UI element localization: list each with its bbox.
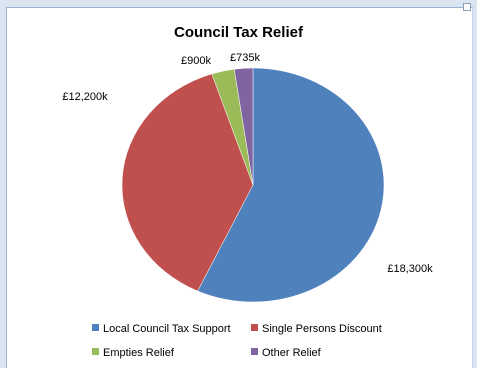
legend-swatch-icon xyxy=(92,324,99,331)
legend-item-empties-relief: Empties Relief xyxy=(92,347,174,359)
data-label-empties-relief: £900k xyxy=(181,55,211,67)
data-label-single-persons-discount: £12,200k xyxy=(62,91,108,103)
legend-item-local-council-tax-support: Local Council Tax Support xyxy=(92,323,231,335)
legend-swatch-icon xyxy=(251,324,258,331)
legend-swatch-icon xyxy=(251,348,258,355)
legend-label: Single Persons Discount xyxy=(262,323,382,335)
data-label-other-relief: £735k xyxy=(230,52,260,64)
resize-handle[interactable] xyxy=(463,3,471,11)
legend-label: Other Relief xyxy=(262,347,321,359)
legend-item-single-persons-discount: Single Persons Discount xyxy=(251,323,382,335)
legend-item-other-relief: Other Relief xyxy=(251,347,321,359)
legend-swatch-icon xyxy=(92,348,99,355)
chart-title: Council Tax Relief xyxy=(174,24,303,41)
pie-slice-other-relief xyxy=(233,67,254,186)
legend-label: Local Council Tax Support xyxy=(103,323,231,335)
legend-label: Empties Relief xyxy=(103,347,174,359)
data-label-local-council-tax-support: £18,300k xyxy=(387,263,433,275)
pie-slice-local-council-tax-support xyxy=(197,67,385,303)
pie-slice-single-persons-discount xyxy=(121,73,254,292)
